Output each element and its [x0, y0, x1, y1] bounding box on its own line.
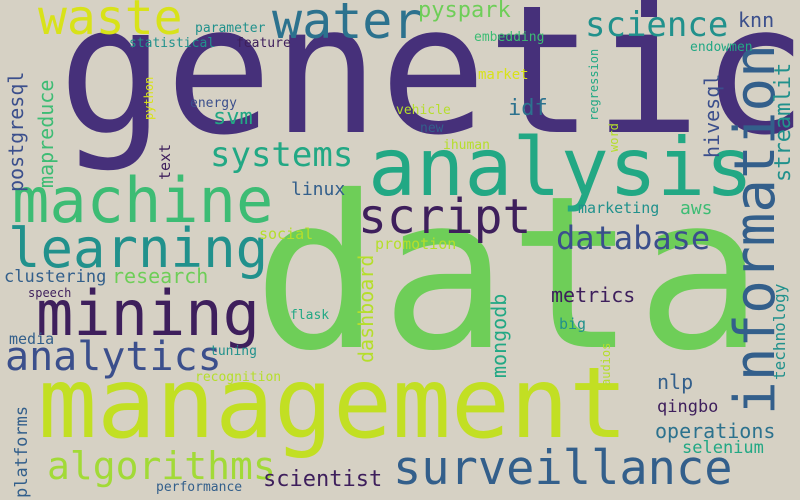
word-science: science [585, 5, 729, 45]
word-dashboard: dashboard [354, 254, 378, 363]
word-mapreduce: mapreduce [34, 79, 58, 188]
word-aws: aws [680, 198, 713, 219]
word-ihuman: ihuman [443, 138, 490, 153]
word-waste: waste [38, 0, 183, 46]
word-media: media [9, 330, 55, 348]
word-mining: mining [36, 277, 260, 350]
word-market: market [478, 67, 529, 83]
word-svm: svm [213, 105, 253, 130]
word-analysis: analysis [368, 121, 754, 214]
word-idf: idf [508, 96, 548, 121]
word-big: big [559, 315, 587, 333]
word-pyspark: pyspark [418, 0, 511, 23]
word-feature: feature [236, 36, 291, 51]
word-social: social [259, 225, 314, 243]
word-text: text [156, 143, 174, 180]
word-vehicle: vehicle [396, 103, 451, 118]
word-script: script [358, 189, 532, 245]
word-algorithms: algorithms [47, 444, 276, 488]
word-speech: speech [28, 286, 72, 300]
word-database: database [556, 219, 711, 257]
word-analytics: analytics [5, 334, 222, 380]
word-marketing: marketing [578, 199, 660, 217]
word-metrics: metrics [551, 283, 636, 307]
word-learning: learning [8, 217, 269, 280]
word-selenium: selenium [682, 438, 764, 458]
word-performance: performance [156, 480, 243, 495]
word-mongodb: mongodb [487, 293, 511, 378]
word-python: python [142, 76, 156, 120]
word-scientist: scientist [263, 467, 383, 492]
word-embedding: embedding [474, 30, 545, 45]
word-endowmen: endowmen [690, 40, 753, 55]
word-machine: machine [12, 164, 274, 237]
word-systems: systems [210, 135, 354, 175]
word-statistical: statistical [129, 36, 216, 51]
word-knn: knn [738, 8, 775, 32]
word-new: new [420, 121, 444, 136]
word-water: water [272, 0, 423, 50]
word-data: data [253, 150, 764, 397]
word-parameter: parameter [195, 21, 266, 36]
word-management: management [38, 347, 629, 461]
word-tuning: tuning [210, 344, 257, 359]
word-nlp: nlp [657, 370, 694, 394]
word-energy: energy [190, 96, 237, 111]
word-genetic: genetic [58, 0, 800, 174]
word-platforms: platforms [12, 405, 32, 498]
word-research: research [112, 264, 209, 288]
word-streamlit: streamlit [771, 62, 796, 182]
word-technology: technology [770, 283, 789, 380]
word-hivesql: hivesql [700, 73, 724, 158]
word-operations: operations [655, 419, 776, 443]
word-linux: linux [291, 179, 346, 200]
word-audios: audios [599, 342, 613, 386]
word-postgresql: postgresql [4, 71, 28, 192]
word-promotion: promotion [375, 235, 457, 253]
word-recognition: recognition [195, 370, 282, 385]
word-qingbo: qingbo [657, 397, 719, 417]
word-flask: flask [290, 308, 330, 323]
word-clustering: clustering [4, 267, 107, 287]
word-word: word [607, 123, 621, 152]
word-surveillance: surveillance [393, 441, 733, 496]
word-regression: regression [587, 48, 601, 121]
